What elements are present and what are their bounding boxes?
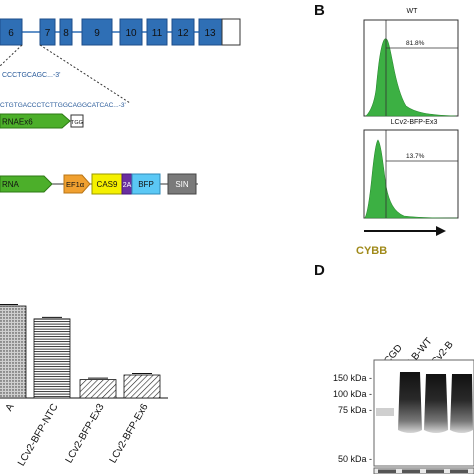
pam-box: TGG [70,114,84,128]
construct-cas9: CAS9 [91,173,123,195]
svg-text:2A: 2A [123,182,132,189]
exon-11: 11 [146,18,168,46]
construct-bfp: BFP [131,173,161,195]
exon-13: 13 [198,18,241,46]
percent-ex3: 13.7% [406,153,425,160]
bar-label-1: A [4,402,17,414]
bar-label-group: A LCv2-BFP-NTC LCv2-BFP-Ex3 LCv2-BFP-Ex6 [4,402,151,469]
construct-rna: RNA [0,175,53,193]
panel-a: 6 7 8 9 10 11 12 13 CCCTGCAGC...-3' CTGT… [0,18,241,195]
svg-text:7: 7 [45,28,51,39]
zoom-line-right [39,44,131,104]
panel-b: WT 81.8% LCv2-BFP-Ex3 13.7% CYBB [356,8,459,257]
bar-label-2: LCv2-BFP-NTC [16,402,61,468]
panel-d: XCGD PLB-WT LCv2-B L 150 kDa - 100 kDa -… [333,336,474,474]
svg-text:6: 6 [8,28,14,39]
svg-text:12: 12 [177,28,189,39]
histogram-wt [365,38,457,117]
plot-wt-label: WT [407,8,419,15]
bar-1 [0,305,27,399]
panel-c: A LCv2-BFP-NTC LCv2-BFP-Ex3 LCv2-BFP-Ex6 [0,304,168,469]
bar-4 [123,374,161,399]
marker-50: 50 kDa - [338,454,372,464]
bar-label-3: LCv2-BFP-Ex3 [64,402,107,466]
marker-75: 75 kDa - [338,405,372,415]
construct-2a: 2A [121,173,133,195]
svg-text:TGG: TGG [71,120,83,126]
construct-ef1a: EF1α [63,174,91,194]
exon-6: 6 [0,18,23,46]
panel-b-letter: B [314,2,325,19]
exon-10: 10 [119,18,143,46]
marker-100: 100 kDa - [333,389,372,399]
svg-text:8: 8 [63,28,69,39]
exon-8: 8 [59,18,73,46]
axis-label-cybb: CYBB [356,245,387,257]
svg-text:RNAEx6: RNAEx6 [2,118,33,127]
blot-loading-frame [373,467,474,474]
grna-arrow: RNAEx6 [0,113,71,129]
marker-150: 150 kDa - [333,373,372,383]
bar-2 [33,318,71,399]
bar-label-4: LCv2-BFP-Ex6 [108,402,151,466]
svg-text:10: 10 [125,28,137,39]
plot-ex3-label: LCv2-BFP-Ex3 [391,119,438,126]
svg-text:RNA: RNA [2,180,20,189]
axis-arrow-head [436,226,446,236]
sequence-bottom: CTGTGACCCTCTTGGCAGGCATCAC...-3' [0,102,126,109]
sequence-top: CCCTGCAGC...-3' [2,72,61,79]
blot-main-bands [376,372,473,433]
bar-group [0,304,161,399]
svg-text:CAS9: CAS9 [97,180,118,189]
zoom-line-left [0,44,23,67]
percent-wt: 81.8% [406,40,425,47]
svg-text:EF1α: EF1α [66,180,85,189]
svg-text:9: 9 [94,28,100,39]
svg-text:SIN: SIN [175,180,189,189]
svg-text:11: 11 [152,28,163,39]
svg-text:BFP: BFP [138,180,154,189]
exon-12: 12 [171,18,195,46]
construct-sin: SIN [167,173,197,195]
blot-loading-bands [378,469,468,473]
histogram-ex3 [364,139,458,219]
bar-3 [79,379,117,399]
panel-d-letter: D [314,262,325,279]
exon-7: 7 [39,18,56,46]
svg-text:13: 13 [204,28,216,39]
exon-9: 9 [81,18,113,46]
